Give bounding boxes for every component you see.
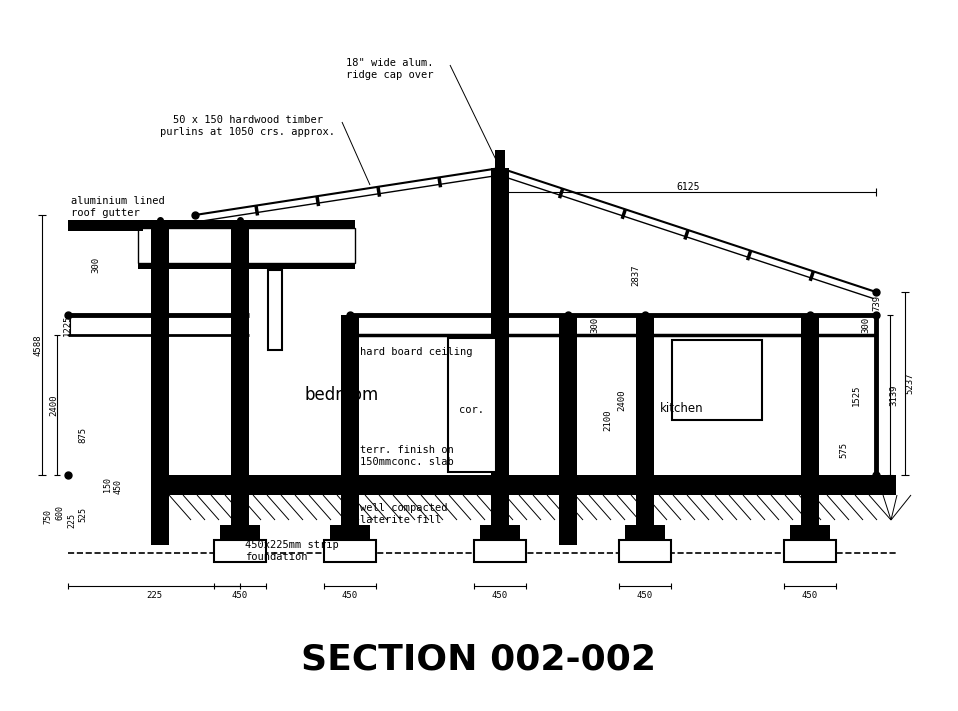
Text: terr. finish on
150mmconc. slab: terr. finish on 150mmconc. slab (360, 445, 454, 466)
Text: 2400: 2400 (50, 395, 58, 416)
Text: 739: 739 (873, 295, 881, 311)
Text: hard board ceiling: hard board ceiling (360, 347, 472, 357)
Text: well compacted
laterite fill: well compacted laterite fill (360, 503, 447, 525)
Text: kitchen: kitchen (660, 402, 703, 415)
Text: 1225: 1225 (62, 314, 72, 336)
Bar (68, 227, 143, 231)
Text: 450: 450 (802, 592, 818, 601)
Bar (448, 338, 496, 472)
Bar (324, 540, 376, 562)
Text: 300: 300 (590, 317, 600, 333)
Bar (68, 220, 138, 228)
Text: 450x225mm strip
foundation: 450x225mm strip foundation (245, 540, 339, 562)
Text: bedroom: bedroom (305, 386, 379, 404)
Text: 2400: 2400 (618, 389, 627, 411)
Bar (151, 220, 169, 545)
Text: 450: 450 (492, 592, 508, 601)
Bar (231, 220, 249, 545)
Text: 150: 150 (103, 478, 112, 493)
Bar (138, 228, 355, 263)
Bar (474, 540, 526, 562)
Bar (672, 340, 762, 420)
Text: SECTION 002-002: SECTION 002-002 (302, 643, 656, 677)
Bar (636, 315, 654, 545)
Text: 225: 225 (67, 513, 77, 528)
Bar (480, 525, 520, 543)
Bar (220, 525, 260, 543)
Bar (625, 525, 665, 543)
Bar (495, 150, 505, 180)
Bar (801, 315, 819, 545)
Bar (330, 525, 370, 543)
Bar (138, 263, 355, 269)
Polygon shape (492, 176, 508, 193)
Text: 6125: 6125 (676, 182, 699, 192)
Text: 18" wide alum.
ridge cap over: 18" wide alum. ridge cap over (346, 58, 434, 80)
Bar (790, 525, 830, 543)
Text: 50: 50 (832, 478, 840, 488)
Text: 1525: 1525 (852, 384, 860, 406)
Text: 450: 450 (342, 592, 358, 601)
Text: cor.: cor. (460, 405, 485, 415)
Text: 300: 300 (861, 317, 871, 333)
Text: 50 x 150 hardwood timber
purlins at 1050 crs. approx.: 50 x 150 hardwood timber purlins at 1050… (161, 115, 335, 137)
Text: 875: 875 (79, 427, 87, 443)
Text: 300: 300 (92, 257, 101, 273)
Text: 5237: 5237 (905, 373, 915, 394)
Bar (138, 220, 355, 228)
Bar (151, 475, 896, 495)
Text: 450: 450 (637, 592, 653, 601)
Bar (619, 540, 671, 562)
Bar (214, 540, 266, 562)
Text: 600: 600 (56, 506, 64, 520)
Bar (491, 168, 509, 545)
Text: 450: 450 (232, 592, 248, 601)
Text: 225: 225 (146, 592, 162, 601)
Text: 2837: 2837 (631, 264, 641, 286)
Bar (559, 315, 577, 545)
Text: 750: 750 (43, 510, 53, 525)
Bar (341, 315, 359, 545)
Text: 575: 575 (839, 442, 849, 458)
Bar (268, 270, 282, 350)
Text: 4588: 4588 (34, 334, 42, 356)
Text: 3139: 3139 (889, 384, 899, 406)
Text: 2100: 2100 (604, 410, 612, 431)
Bar (784, 540, 836, 562)
Text: 50: 50 (585, 478, 595, 488)
Text: 450: 450 (113, 479, 123, 494)
Text: aluminium lined
roof gutter: aluminium lined roof gutter (71, 196, 165, 218)
Text: 525: 525 (79, 508, 87, 523)
